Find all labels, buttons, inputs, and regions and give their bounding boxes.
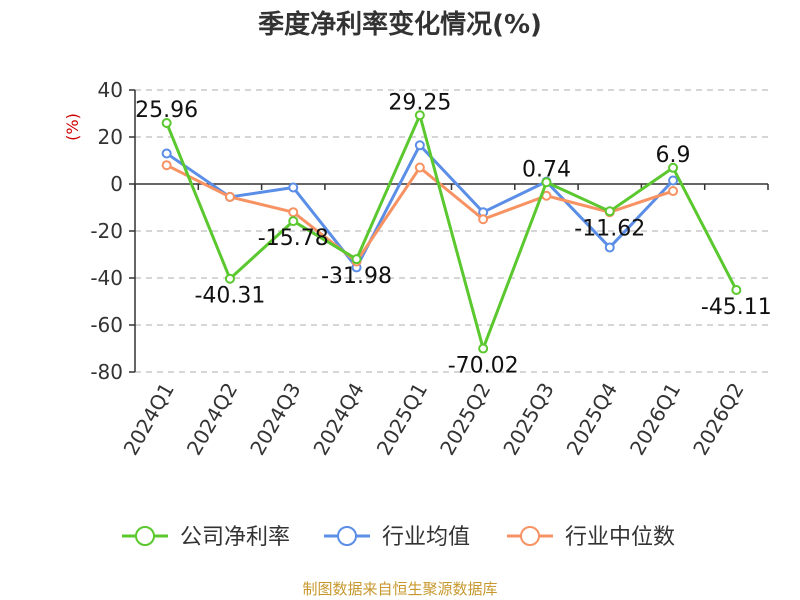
series-line — [165, 113, 738, 351]
y-tick-label: -40 — [90, 266, 123, 290]
data-label: 25.96 — [135, 98, 198, 123]
y-tick-label: -60 — [90, 313, 123, 337]
legend-item: 行业中位数 — [507, 525, 675, 550]
data-point — [161, 117, 172, 128]
y-tick-label: 40 — [98, 78, 123, 102]
data-point — [668, 162, 679, 173]
data-label: 0.74 — [522, 157, 571, 182]
x-tick-label: 2024Q1 — [119, 379, 179, 460]
data-point — [414, 110, 425, 121]
series-line — [165, 163, 674, 264]
data-point — [414, 162, 425, 173]
data-point — [414, 140, 425, 151]
data-label: 6.9 — [656, 143, 691, 168]
x-tick-label: 2025Q1 — [372, 379, 432, 460]
x-tick-label: 2024Q4 — [308, 379, 368, 460]
y-tick-label: -80 — [90, 360, 123, 384]
data-label: -70.02 — [448, 354, 519, 379]
data-point — [288, 207, 299, 218]
label-layer: 25.96 -40.31 -15.78 -31.98 29.25 -70.02 0.74 -1… — [135, 90, 772, 378]
data-point — [288, 182, 299, 193]
data-point — [288, 216, 299, 227]
data-point — [224, 273, 235, 284]
data-point — [161, 160, 172, 171]
legend-label: 行业均值 — [382, 525, 470, 550]
x-tick-label: 2025Q3 — [498, 379, 558, 460]
legend-swatch-marker — [337, 526, 357, 546]
data-point — [668, 186, 679, 197]
series-layer — [161, 110, 742, 354]
data-point — [604, 206, 615, 217]
x-tick-label: 2024Q2 — [182, 379, 242, 460]
data-point — [224, 191, 235, 202]
data-label: -15.78 — [258, 226, 329, 251]
data-label: -40.31 — [194, 284, 265, 309]
legend-item: 公司净利率 — [122, 525, 290, 550]
chart-title: 季度净利率变化情况(%) — [258, 10, 542, 40]
data-point — [161, 148, 172, 159]
y-tick-label: 0 — [110, 172, 123, 196]
data-label: 29.25 — [388, 90, 451, 115]
legend-label: 行业中位数 — [565, 525, 675, 550]
y-axis-label: (%) — [63, 113, 82, 141]
data-point — [541, 177, 552, 188]
x-tick-label: 2026Q1 — [625, 379, 685, 460]
y-tick-label: -20 — [90, 219, 123, 243]
y-tick-label: 20 — [98, 125, 123, 149]
legend-label: 公司净利率 — [180, 525, 290, 550]
x-tick-label: 2025Q2 — [435, 379, 495, 460]
x-tick-label: 2025Q4 — [562, 379, 622, 460]
data-label: -31.98 — [321, 264, 392, 289]
data-point — [668, 175, 679, 186]
data-point — [604, 242, 615, 253]
x-tick-label: 2024Q3 — [245, 379, 305, 460]
legend-item: 行业均值 — [324, 525, 470, 550]
data-point — [478, 343, 489, 354]
data-point — [731, 285, 742, 296]
data-point — [351, 254, 362, 265]
source-note: 制图数据来自恒生聚源数据库 — [302, 580, 498, 598]
legend-swatch-marker — [520, 526, 540, 546]
data-point — [478, 214, 489, 225]
legend: 公司净利率 行业均值 行业中位数 — [122, 525, 675, 550]
x-tick-label: 2026Q2 — [688, 379, 748, 460]
data-label: -11.62 — [574, 216, 645, 241]
data-label: -45.11 — [701, 295, 772, 320]
legend-swatch-marker — [135, 526, 155, 546]
